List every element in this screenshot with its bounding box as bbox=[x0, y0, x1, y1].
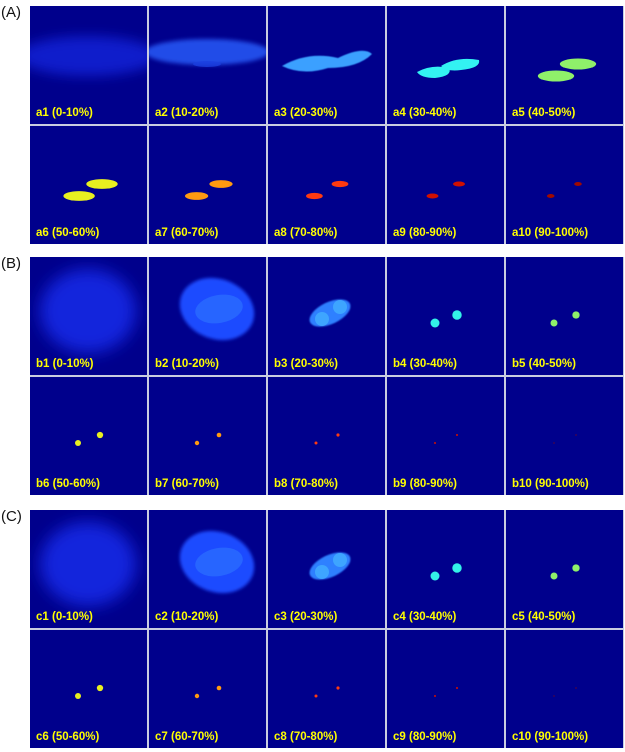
panel-caption: c4 (30-40%) bbox=[393, 611, 456, 623]
section-label-c: (C) bbox=[1, 508, 22, 525]
panel-grid-a: a1 (0-10%) a2 (10-20%) a3 (20-30%) a4 (30-4… bbox=[30, 6, 624, 244]
panel-b10: b10 (90-100%) bbox=[506, 377, 623, 495]
panel-a9: a9 (80-90%) bbox=[387, 126, 504, 244]
panel-caption: c1 (0-10%) bbox=[36, 611, 93, 623]
panel-a3: a3 (20-30%) bbox=[268, 6, 385, 124]
panel-a10: a10 (90-100%) bbox=[506, 126, 623, 244]
panel-b1: b1 (0-10%) bbox=[30, 257, 147, 375]
panel-caption: c9 (80-90%) bbox=[393, 731, 456, 743]
panel-b2: b2 (10-20%) bbox=[149, 257, 266, 375]
panel-grid-c: c1 (0-10%) c2 (10-20%) c3 (20-30%) c4 (30-4… bbox=[30, 510, 624, 748]
panel-caption: a8 (70-80%) bbox=[274, 227, 337, 239]
panel-c8: c8 (70-80%) bbox=[268, 630, 385, 748]
panel-caption: b10 (90-100%) bbox=[512, 478, 589, 490]
panel-caption: b8 (70-80%) bbox=[274, 478, 338, 490]
panel-a8: a8 (70-80%) bbox=[268, 126, 385, 244]
panel-caption: c3 (20-30%) bbox=[274, 611, 337, 623]
panel-a6: a6 (50-60%) bbox=[30, 126, 147, 244]
panel-caption: b6 (50-60%) bbox=[36, 478, 100, 490]
panel-a1: a1 (0-10%) bbox=[30, 6, 147, 124]
panel-caption: a10 (90-100%) bbox=[512, 227, 588, 239]
panel-a2: a2 (10-20%) bbox=[149, 6, 266, 124]
section-label-b: (B) bbox=[1, 255, 21, 272]
panel-caption: a7 (60-70%) bbox=[155, 227, 218, 239]
panel-caption: b9 (80-90%) bbox=[393, 478, 457, 490]
panel-caption: c2 (10-20%) bbox=[155, 611, 218, 623]
panel-caption: b2 (10-20%) bbox=[155, 358, 219, 370]
panel-c3: c3 (20-30%) bbox=[268, 510, 385, 628]
panel-caption: c8 (70-80%) bbox=[274, 731, 337, 743]
panel-caption: a6 (50-60%) bbox=[36, 227, 99, 239]
panel-caption: c7 (60-70%) bbox=[155, 731, 218, 743]
panel-caption: b7 (60-70%) bbox=[155, 478, 219, 490]
panel-caption: b4 (30-40%) bbox=[393, 358, 457, 370]
panel-c10: c10 (90-100%) bbox=[506, 630, 623, 748]
panel-c9: c9 (80-90%) bbox=[387, 630, 504, 748]
panel-caption: b1 (0-10%) bbox=[36, 358, 94, 370]
panel-caption: c10 (90-100%) bbox=[512, 731, 588, 743]
panel-b7: b7 (60-70%) bbox=[149, 377, 266, 495]
panel-c5: c5 (40-50%) bbox=[506, 510, 623, 628]
panel-c7: c7 (60-70%) bbox=[149, 630, 266, 748]
panel-b5: b5 (40-50%) bbox=[506, 257, 623, 375]
panel-b8: b8 (70-80%) bbox=[268, 377, 385, 495]
panel-a7: a7 (60-70%) bbox=[149, 126, 266, 244]
panel-b6: b6 (50-60%) bbox=[30, 377, 147, 495]
section-label-a: (A) bbox=[1, 4, 21, 21]
panel-caption: b5 (40-50%) bbox=[512, 358, 576, 370]
panel-b4: b4 (30-40%) bbox=[387, 257, 504, 375]
panel-caption: a2 (10-20%) bbox=[155, 107, 218, 119]
panel-c1: c1 (0-10%) bbox=[30, 510, 147, 628]
panel-a5: a5 (40-50%) bbox=[506, 6, 623, 124]
panel-c4: c4 (30-40%) bbox=[387, 510, 504, 628]
panel-grid-b: b1 (0-10%) b2 (10-20%) b3 (20-30%) b4 (30-4… bbox=[30, 257, 624, 495]
panel-c6: c6 (50-60%) bbox=[30, 630, 147, 748]
panel-caption: a3 (20-30%) bbox=[274, 107, 337, 119]
panel-caption: a5 (40-50%) bbox=[512, 107, 575, 119]
panel-caption: b3 (20-30%) bbox=[274, 358, 338, 370]
panel-caption: a4 (30-40%) bbox=[393, 107, 456, 119]
panel-caption: a9 (80-90%) bbox=[393, 227, 456, 239]
panel-b3: b3 (20-30%) bbox=[268, 257, 385, 375]
panel-c2: c2 (10-20%) bbox=[149, 510, 266, 628]
panel-b9: b9 (80-90%) bbox=[387, 377, 504, 495]
panel-caption: c6 (50-60%) bbox=[36, 731, 99, 743]
panel-caption: a1 (0-10%) bbox=[36, 107, 93, 119]
panel-caption: c5 (40-50%) bbox=[512, 611, 575, 623]
panel-a4: a4 (30-40%) bbox=[387, 6, 504, 124]
